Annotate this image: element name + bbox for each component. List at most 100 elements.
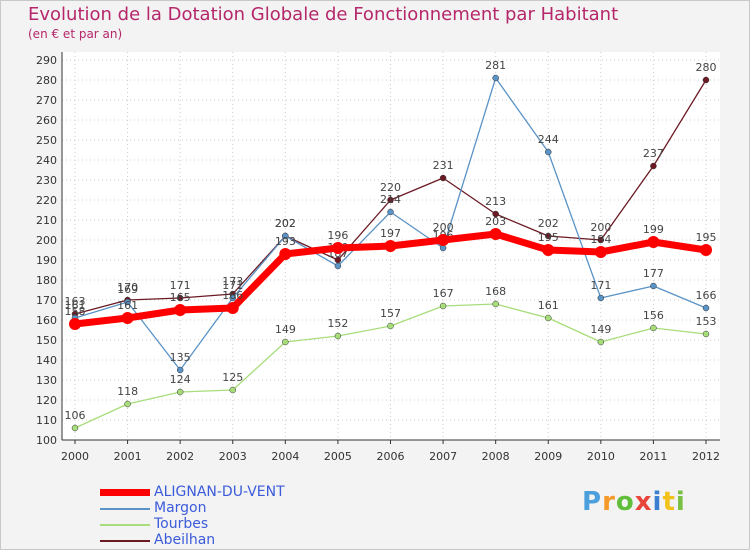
x-tick-label: 2007 <box>429 450 457 463</box>
data-point-alignan-du-vent <box>594 246 607 258</box>
data-point-margon <box>334 262 342 270</box>
data-point-tourbes <box>597 338 605 346</box>
data-point-alignan-du-vent <box>226 302 239 314</box>
y-tick-label: 260 <box>36 114 57 127</box>
y-tick-label: 190 <box>36 254 57 267</box>
data-label-abeilhan: 171 <box>170 279 191 292</box>
x-tick-label: 2003 <box>219 450 247 463</box>
y-tick-label: 200 <box>36 234 57 247</box>
data-label-tourbes: 168 <box>485 285 506 298</box>
data-label-margon: 281 <box>485 59 506 72</box>
logo-letter: P <box>582 487 603 517</box>
data-point-alignan-du-vent <box>69 318 81 330</box>
data-label-alignan-du-vent: 199 <box>643 223 664 236</box>
data-point-abeilhan <box>650 162 657 170</box>
x-tick-label: 2002 <box>166 450 194 463</box>
data-label-alignan-du-vent: 193 <box>275 235 296 248</box>
data-label-tourbes: 124 <box>170 373 191 386</box>
data-label-alignan-du-vent: 200 <box>433 221 454 234</box>
y-tick-label: 290 <box>36 54 57 67</box>
y-tick-label: 220 <box>36 194 57 207</box>
data-label-abeilhan: 173 <box>222 275 243 288</box>
data-point-abeilhan <box>387 196 394 204</box>
data-point-tourbes <box>229 386 236 394</box>
data-point-margon <box>650 282 657 290</box>
data-label-alignan-du-vent: 195 <box>696 231 717 244</box>
data-label-alignan-du-vent: 194 <box>590 233 611 246</box>
data-label-tourbes: 167 <box>433 287 454 300</box>
data-label-margon: 135 <box>170 351 191 364</box>
data-point-tourbes <box>439 302 447 310</box>
chart-subtitle: (en € et par an) <box>28 27 123 41</box>
x-tick-label: 2004 <box>271 450 299 463</box>
data-point-alignan-du-vent <box>384 240 397 252</box>
y-tick-label: 160 <box>36 314 57 327</box>
logo-letter: o <box>615 487 635 517</box>
data-label-abeilhan: 213 <box>485 195 506 208</box>
chart-title: Evolution de la Dotation Globale de Fonc… <box>28 4 619 25</box>
x-tick-label: 2005 <box>324 450 352 463</box>
data-label-abeilhan: 231 <box>433 159 454 172</box>
y-tick-label: 180 <box>36 274 57 287</box>
data-label-abeilhan: 170 <box>117 281 138 294</box>
logo-letter: t <box>662 487 676 517</box>
x-tick-label: 2012 <box>692 450 720 463</box>
data-point-tourbes <box>334 332 342 340</box>
legend-label-abeilhan: Abeilhan <box>154 532 216 548</box>
data-point-margon <box>176 366 184 374</box>
data-label-tourbes: 149 <box>590 323 611 336</box>
data-label-alignan-du-vent: 161 <box>117 299 138 312</box>
x-tick-label: 2011 <box>639 450 667 463</box>
data-point-tourbes <box>176 388 184 396</box>
data-point-abeilhan <box>702 76 710 84</box>
y-tick-label: 210 <box>36 214 57 227</box>
data-point-abeilhan <box>492 210 499 218</box>
data-label-alignan-du-vent: 195 <box>538 231 559 244</box>
data-label-tourbes: 156 <box>643 309 664 322</box>
data-label-tourbes: 118 <box>117 385 138 398</box>
legend-swatch-tourbes <box>100 524 150 526</box>
data-point-alignan-du-vent <box>437 234 450 246</box>
logo-letter: r <box>602 487 616 517</box>
logo-letter: i <box>675 487 686 517</box>
data-point-alignan-du-vent <box>542 244 555 256</box>
y-tick-label: 130 <box>36 374 57 387</box>
data-label-alignan-du-vent: 158 <box>65 305 86 318</box>
data-label-margon: 166 <box>696 289 717 302</box>
data-label-tourbes: 125 <box>222 371 243 384</box>
data-point-abeilhan <box>176 294 184 302</box>
data-point-margon <box>282 232 289 240</box>
data-point-abeilhan <box>597 236 605 244</box>
data-label-alignan-du-vent: 166 <box>222 289 243 302</box>
data-label-margon: 202 <box>275 217 296 230</box>
y-tick-label: 140 <box>36 354 57 367</box>
data-point-tourbes <box>387 322 394 330</box>
data-point-alignan-du-vent <box>279 248 292 260</box>
x-tick-label: 2006 <box>377 450 405 463</box>
data-point-abeilhan <box>439 174 447 182</box>
data-label-alignan-du-vent: 165 <box>170 291 191 304</box>
data-point-margon <box>702 304 710 312</box>
data-point-tourbes <box>650 324 657 332</box>
data-label-tourbes: 149 <box>275 323 296 336</box>
y-tick-label: 170 <box>36 294 57 307</box>
data-label-tourbes: 153 <box>696 315 717 328</box>
data-point-alignan-du-vent <box>174 304 187 316</box>
data-label-alignan-du-vent: 203 <box>485 215 506 228</box>
data-label-tourbes: 157 <box>380 307 401 320</box>
legend-swatch-alignan <box>100 489 150 496</box>
data-label-abeilhan: 202 <box>538 217 559 230</box>
data-label-abeilhan: 220 <box>380 181 401 194</box>
data-label-margon: 214 <box>380 193 401 206</box>
data-point-tourbes <box>124 400 131 408</box>
data-label-alignan-du-vent: 196 <box>327 229 348 242</box>
legend-label-alignan: ALIGNAN-DU-VENT <box>154 484 285 500</box>
x-tick-label: 2009 <box>534 450 562 463</box>
data-label-margon: 244 <box>538 133 559 146</box>
data-point-alignan-du-vent <box>331 242 344 254</box>
data-label-margon: 171 <box>222 279 243 292</box>
data-point-tourbes <box>282 338 289 346</box>
x-tick-label: 2000 <box>61 450 89 463</box>
legend-label-margon: Margon <box>154 500 207 516</box>
